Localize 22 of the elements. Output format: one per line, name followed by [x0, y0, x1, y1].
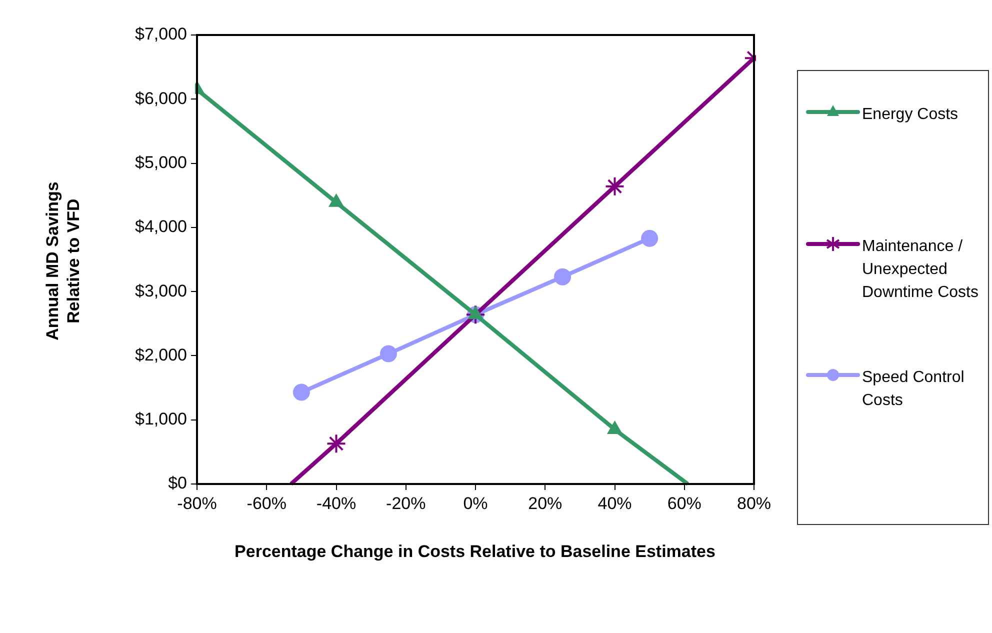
- x-tick-label: -20%: [386, 494, 426, 513]
- x-tick-label: 40%: [598, 494, 632, 513]
- x-tick-label: 0%: [463, 494, 488, 513]
- y-tick-label: $6,000: [135, 88, 187, 108]
- x-axis-title: Percentage Change in Costs Relative to Baseline Estimates: [234, 541, 716, 563]
- y-tick-label: $2,000: [135, 345, 187, 364]
- y-tick-label: $0: [168, 474, 187, 493]
- legend-label: Speed Control Costs: [862, 368, 966, 412]
- y-tick-label: $1,000: [135, 410, 187, 429]
- x-tick-label: 20%: [528, 494, 562, 513]
- x-tick-label: -80%: [177, 494, 217, 513]
- legend-label: Maintenance / Unexpected Downtime Costs: [862, 236, 980, 303]
- y-axis-title: Annual MD Savings Relative to VFD: [42, 180, 84, 342]
- x-tick-label: 60%: [667, 494, 702, 513]
- x-tick-label: -60%: [246, 494, 286, 513]
- y-tick-label: $5,000: [135, 152, 187, 172]
- x-tick-label: -40%: [316, 494, 356, 513]
- y-tick-label: $4,000: [135, 217, 187, 236]
- y-tick-label: $3,000: [135, 281, 187, 300]
- legend-label: Energy Costs: [862, 105, 960, 125]
- y-tick-label: $7,000: [135, 24, 187, 44]
- x-tick-label: 80%: [736, 494, 772, 513]
